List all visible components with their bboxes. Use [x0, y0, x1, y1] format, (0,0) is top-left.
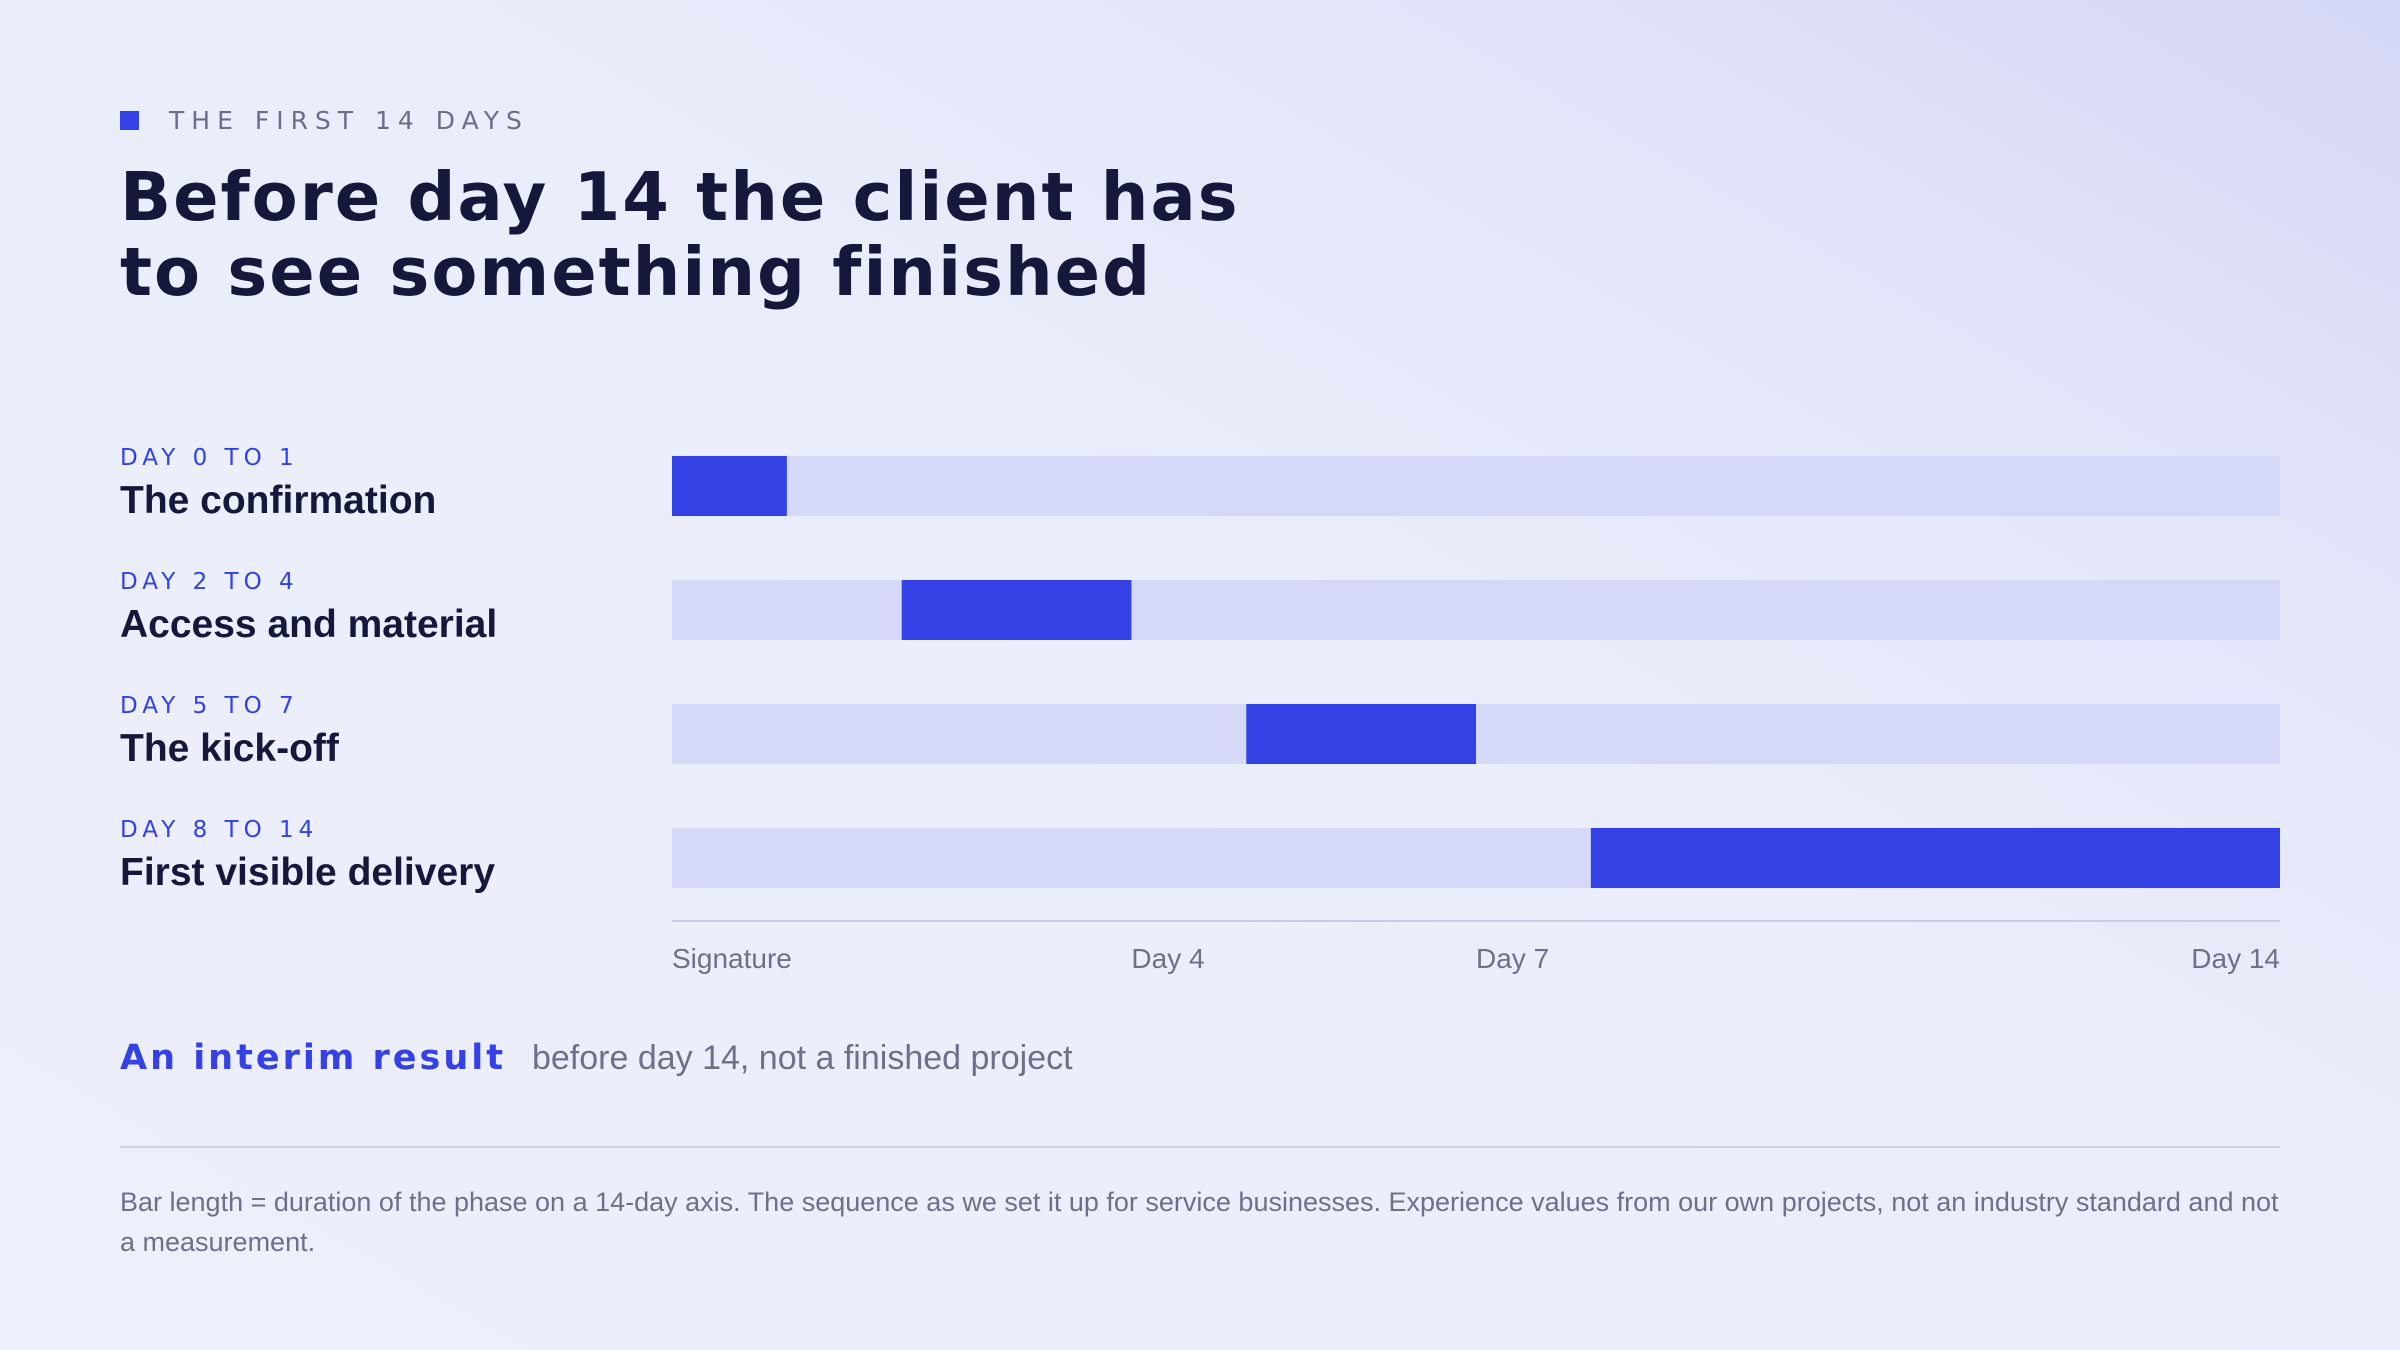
phase-name: The kick-off: [120, 727, 339, 770]
phase-name: The confirmation: [120, 479, 437, 522]
phase-label: DAY 0 TO 1 The confirmation: [120, 444, 436, 524]
phase-range: DAY 8 TO 14: [120, 817, 319, 843]
phase-bar: [901, 580, 1132, 640]
callout: An interim result before day 14, not a f…: [120, 1038, 1073, 1078]
phase-name: First visible delivery: [120, 851, 496, 894]
phase-range: DAY 0 TO 1: [120, 445, 299, 471]
x-tick-label: Day 7: [1476, 943, 1549, 974]
phase-bar: [672, 456, 787, 516]
eyebrow: THE FIRST 14 DAYS: [120, 106, 529, 135]
phase-bar: [1590, 828, 2280, 888]
eyebrow-square-icon: [120, 111, 139, 130]
phase-label: DAY 8 TO 14 First visible delivery: [120, 816, 495, 896]
page-title: Before day 14 the client has to see some…: [120, 158, 1240, 311]
phase-name: Access and material: [120, 603, 498, 646]
phase-range: DAY 5 TO 7: [120, 693, 299, 719]
timeline-chart: Signature Day 4 Day 7 Day 14: [672, 456, 2280, 974]
x-tick-label: Day 14: [2191, 943, 2280, 974]
phase-bar: [1246, 704, 1476, 764]
phase-range: DAY 2 TO 4: [120, 569, 299, 595]
bar-track: [672, 456, 2280, 516]
x-axis-line: [672, 920, 2280, 922]
x-tick-label: Day 4: [1131, 943, 1204, 974]
callout-highlight: An interim result: [120, 1038, 506, 1078]
phase-label: DAY 5 TO 7 The kick-off: [120, 692, 339, 772]
footnote: Bar length = duration of the phase on a …: [120, 1187, 2279, 1257]
divider: [120, 1146, 2280, 1148]
phase-label: DAY 2 TO 4 Access and material: [120, 568, 497, 648]
callout-text: before day 14, not a finished project: [531, 1039, 1073, 1077]
x-tick-label: Signature: [672, 943, 792, 974]
eyebrow-text: THE FIRST 14 DAYS: [169, 106, 529, 135]
